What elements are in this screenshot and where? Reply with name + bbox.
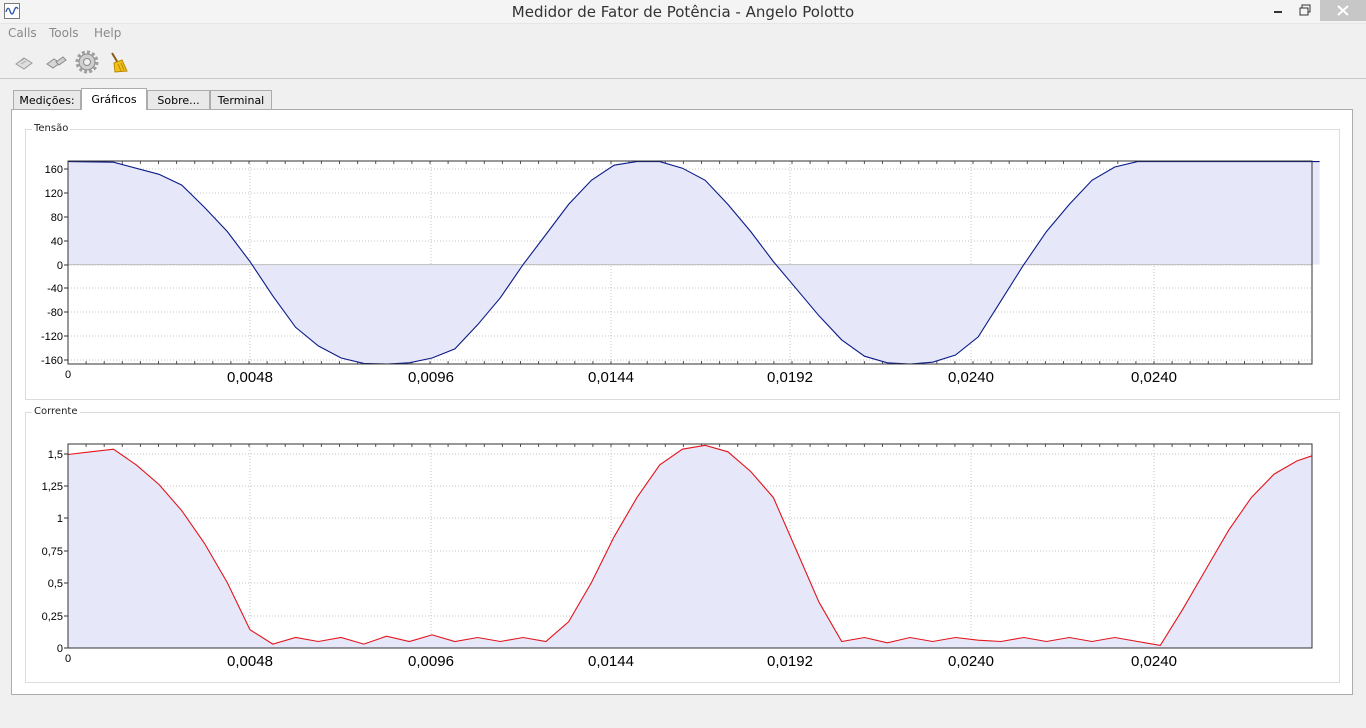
menu-calls[interactable]: Calls: [8, 26, 37, 40]
menu-bar: Calls Tools Help: [0, 24, 1366, 44]
disconnect-button[interactable]: [44, 50, 68, 74]
graficos-panel: Tensão Corrente: [11, 109, 1353, 695]
toolbar: [0, 46, 1366, 79]
close-icon: [1337, 5, 1349, 16]
current-group-title: Corrente: [32, 406, 80, 417]
connect-button[interactable]: [12, 50, 36, 74]
clear-button[interactable]: [106, 50, 130, 74]
voltage-group: Tensão: [25, 123, 1340, 400]
broom-icon: [111, 52, 128, 73]
minimize-button[interactable]: [1262, 0, 1292, 21]
app-waveform-icon: [4, 3, 20, 19]
close-button[interactable]: [1320, 0, 1366, 21]
connect-icon: [15, 57, 33, 70]
menu-help[interactable]: Help: [94, 26, 122, 40]
gear-icon: [75, 50, 99, 74]
tab-medicoes[interactable]: Medições:: [13, 90, 81, 109]
window-title: Medidor de Fator de Potência - Angelo Po…: [511, 3, 855, 21]
tab-sobre[interactable]: Sobre...: [147, 90, 210, 109]
disconnect-icon: [46, 56, 67, 69]
title-bar: Medidor de Fator de Potência - Angelo Po…: [0, 0, 1366, 24]
maximize-button[interactable]: [1292, 0, 1319, 21]
tab-graficos[interactable]: Gráficos: [81, 88, 147, 110]
restore-icon: [1299, 4, 1311, 16]
tab-terminal[interactable]: Terminal: [210, 90, 272, 109]
current-group: Corrente: [25, 406, 1340, 683]
minimize-icon: [1274, 11, 1282, 13]
menu-tools[interactable]: Tools: [49, 26, 79, 40]
voltage-group-title: Tensão: [32, 123, 71, 134]
settings-button[interactable]: [75, 50, 99, 74]
